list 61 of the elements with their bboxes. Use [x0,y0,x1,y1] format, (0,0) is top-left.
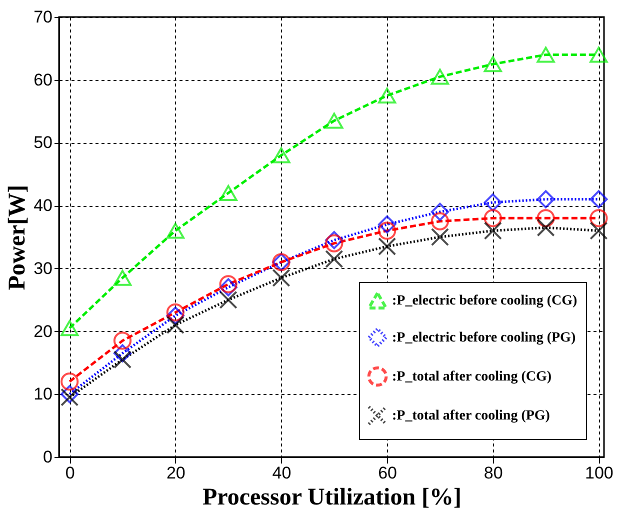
point [430,68,450,85]
y-tick-label: 70 [34,8,52,26]
point [536,46,555,63]
point [219,290,238,309]
point [219,278,238,296]
point [590,222,608,240]
point [113,350,132,369]
point [378,215,396,234]
point [166,303,184,322]
point [536,218,555,237]
legend-label: :P_electric before cooling (CG) [392,294,578,308]
point [325,250,344,268]
y-tick-label: 40 [34,196,52,216]
point [378,237,396,256]
legend-label: :P_total after cooling (CG) [392,370,552,384]
y-tick-label: 60 [34,70,52,90]
y-tick-label: 50 [34,133,52,152]
point [484,193,502,212]
x-tick-label: 80 [484,464,503,482]
legend-label: :P_total after cooling (PG) [392,408,550,424]
point [113,270,132,286]
y-tick-label: 10 [34,384,52,404]
point [325,112,344,129]
x-tick-label: 20 [166,464,186,482]
x-tick-label: 40 [272,464,292,482]
y-tick-label: 30 [34,258,52,278]
y-tick-label: 0 [43,448,52,466]
x-tick-label: 100 [585,464,614,482]
point [219,185,238,201]
x-axis-title: Processor Utilization [%] [202,484,462,510]
point [60,320,79,336]
point [60,388,79,406]
y-tick-label: 20 [34,322,52,341]
point [219,275,238,294]
point [430,212,450,230]
point [60,385,79,404]
x-tick-label: 0 [65,464,75,482]
point [430,202,450,221]
point [484,209,502,228]
x-tick-label: 60 [378,464,398,482]
point [536,190,555,208]
point [113,332,132,350]
point [484,222,502,240]
point [430,228,450,246]
point [536,209,555,228]
point [378,222,396,240]
legend-label: :P_electric before cooling (PG) [392,330,576,346]
point [113,344,132,362]
y-axis-title: Power[W] [4,184,31,290]
point [590,190,608,208]
point [272,268,290,287]
point [325,231,344,250]
point [484,56,502,72]
point [590,46,608,63]
point [378,88,396,104]
point [590,209,608,228]
point [60,372,79,391]
point [166,222,184,239]
point [166,316,184,334]
point [325,234,344,252]
point [272,147,290,164]
